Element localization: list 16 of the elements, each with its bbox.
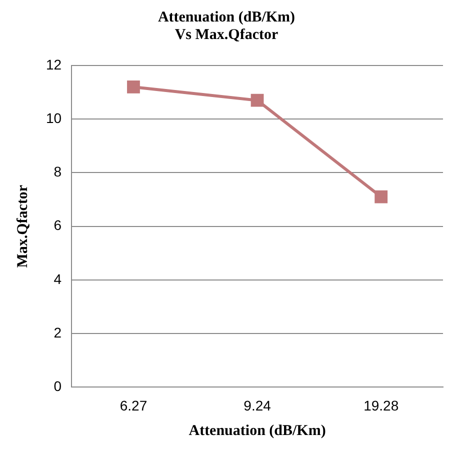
y-tick-label: 2 (54, 324, 62, 340)
y-tick-label: 10 (46, 110, 62, 126)
y-tick-label: 12 (46, 56, 62, 72)
x-axis-title: Attenuation (dB/Km) (188, 422, 326, 439)
x-tick-label: 19.28 (364, 397, 399, 414)
point (127, 80, 140, 94)
point (374, 190, 388, 204)
y-tick-label: 0 (54, 378, 62, 394)
chart-title: Attenuation (dB/Km) Vs Max.Qfactor (158, 10, 296, 43)
y-tick-label: 8 (54, 164, 62, 180)
y-tick-label: 4 (54, 270, 62, 287)
y-axis-title: Max.Qfactor (14, 184, 31, 268)
x-tick-label: 9.24 (244, 397, 272, 414)
x-tick-label: 6.27 (120, 397, 148, 414)
point (250, 94, 264, 107)
y-tick-label: 6 (54, 217, 62, 234)
